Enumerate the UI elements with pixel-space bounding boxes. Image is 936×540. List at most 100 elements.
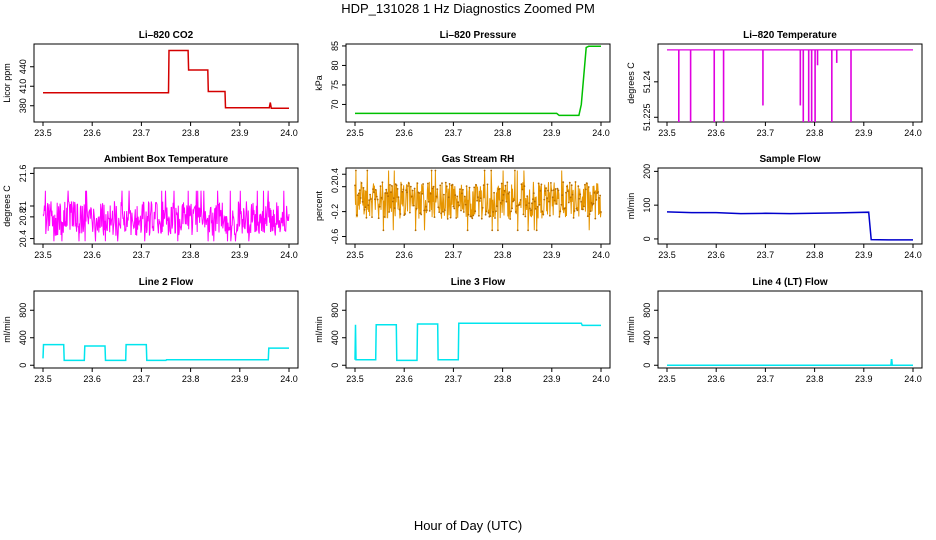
data-point bbox=[424, 209, 426, 212]
data-point bbox=[578, 197, 581, 200]
data-point bbox=[533, 200, 536, 203]
data-point bbox=[391, 200, 394, 203]
data-point bbox=[587, 186, 590, 188]
x-tick-label: 24.0 bbox=[280, 128, 298, 138]
y-tick-label: 0 bbox=[642, 236, 652, 241]
data-point bbox=[364, 206, 367, 209]
y-tick-label: 800 bbox=[642, 303, 652, 318]
panel-title: Li–820 CO2 bbox=[139, 30, 194, 41]
panel-title: Li–820 Pressure bbox=[440, 30, 517, 41]
data-point bbox=[470, 215, 473, 218]
y-axis-label: ml/min bbox=[314, 316, 324, 343]
data-point bbox=[542, 213, 545, 216]
data-point bbox=[442, 210, 444, 213]
data-point bbox=[367, 204, 370, 207]
data-point bbox=[532, 192, 535, 195]
data-point bbox=[393, 207, 396, 210]
data-point bbox=[530, 209, 532, 212]
y-axis-label: degrees C bbox=[626, 62, 636, 104]
data-point bbox=[511, 207, 513, 210]
plot-frame bbox=[657, 290, 923, 369]
data-point bbox=[580, 200, 582, 203]
data-point bbox=[440, 212, 442, 215]
x-tick-label: 23.7 bbox=[445, 128, 463, 138]
data-point bbox=[428, 210, 431, 212]
x-tick-label: 23.9 bbox=[231, 128, 249, 138]
data-point bbox=[567, 190, 569, 193]
data-point bbox=[411, 189, 414, 192]
panel-3: Li–820 Temperature degrees C 23.5 23.6 23.7 2… bbox=[626, 30, 923, 138]
data-point bbox=[405, 189, 407, 192]
data-point bbox=[464, 203, 467, 206]
data-point bbox=[550, 182, 552, 184]
series-group bbox=[667, 359, 913, 367]
data-point bbox=[355, 169, 357, 172]
data-point bbox=[443, 193, 445, 196]
data-point bbox=[377, 217, 380, 220]
x-axis-label: Hour of Day (UTC) bbox=[413, 518, 523, 533]
data-point bbox=[420, 213, 423, 216]
data-point bbox=[459, 188, 461, 191]
data-point bbox=[372, 188, 374, 191]
data-point bbox=[357, 192, 360, 195]
data-point bbox=[585, 182, 588, 185]
data-point bbox=[582, 208, 584, 211]
y-tick-label: 380 bbox=[18, 98, 28, 113]
data-point bbox=[452, 205, 455, 208]
data-point bbox=[541, 210, 544, 213]
panel-title: Line 4 (LT) Flow bbox=[752, 277, 828, 288]
data-point bbox=[371, 216, 373, 219]
data-point bbox=[521, 188, 524, 191]
data-point bbox=[467, 213, 470, 216]
data-point bbox=[455, 217, 458, 219]
plot-frame bbox=[33, 290, 299, 369]
data-point bbox=[487, 212, 490, 214]
data-point bbox=[409, 185, 412, 188]
y-axis-label: ml/min bbox=[626, 316, 636, 343]
data-point bbox=[439, 184, 442, 187]
x-tick-label: 23.7 bbox=[133, 374, 151, 384]
data-point bbox=[426, 209, 428, 212]
data-point bbox=[600, 211, 602, 213]
data-point bbox=[412, 204, 415, 207]
x-tick-label: 23.6 bbox=[83, 374, 101, 384]
data-point bbox=[577, 185, 580, 188]
x-tick-label: 24.0 bbox=[904, 128, 922, 138]
x-tick-label: 23.6 bbox=[707, 374, 725, 384]
data-point bbox=[374, 189, 377, 191]
data-point bbox=[409, 211, 411, 214]
data-point bbox=[438, 211, 441, 214]
data-point bbox=[461, 192, 463, 195]
data-point bbox=[579, 193, 582, 196]
x-tick-label: 23.5 bbox=[658, 374, 676, 384]
data-point bbox=[362, 187, 365, 189]
series-line bbox=[354, 170, 602, 231]
data-point bbox=[583, 205, 585, 208]
series-line bbox=[666, 211, 913, 241]
x-tick-label: 23.6 bbox=[395, 250, 413, 260]
data-point bbox=[451, 183, 454, 186]
data-point bbox=[401, 190, 404, 193]
series-group bbox=[42, 343, 289, 362]
data-point bbox=[575, 207, 578, 210]
data-point bbox=[498, 187, 501, 190]
y-tick-label: 75 bbox=[330, 80, 340, 90]
data-point bbox=[373, 191, 375, 194]
data-point bbox=[444, 181, 447, 184]
x-tick-label: 23.6 bbox=[395, 374, 413, 384]
data-point bbox=[392, 197, 395, 200]
series-line bbox=[354, 322, 601, 362]
panel-title: Line 2 Flow bbox=[139, 277, 194, 288]
data-point bbox=[553, 199, 556, 202]
data-point bbox=[453, 207, 456, 210]
data-point bbox=[556, 187, 559, 190]
data-point bbox=[416, 182, 419, 185]
y-tick-label: 100 bbox=[642, 198, 652, 213]
plot-frame bbox=[345, 167, 611, 245]
data-point bbox=[359, 197, 362, 199]
point-markers bbox=[354, 169, 602, 232]
data-point bbox=[510, 210, 512, 213]
data-point bbox=[554, 188, 557, 190]
data-point bbox=[445, 185, 448, 188]
